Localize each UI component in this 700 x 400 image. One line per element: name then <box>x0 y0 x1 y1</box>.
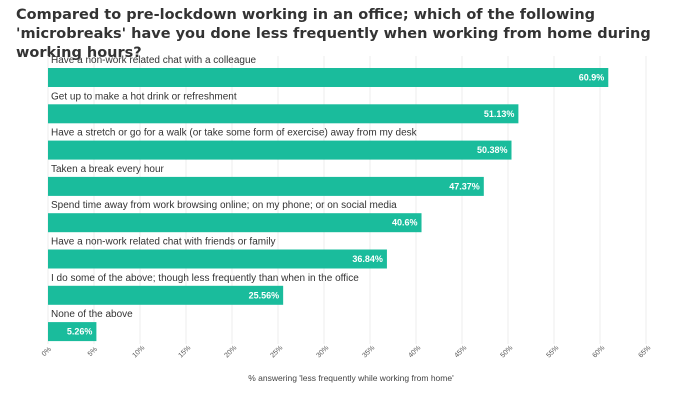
category-label: Have a non-work related chat with friend… <box>51 237 276 248</box>
value-label: 50.38% <box>477 145 508 155</box>
x-axis-label: % answering 'less frequently while worki… <box>248 373 454 383</box>
category-label: Have a stretch or go for a walk (or take… <box>51 128 418 139</box>
value-label: 47.37% <box>449 181 480 191</box>
category-label: None of the above <box>51 309 133 320</box>
bar <box>48 213 422 233</box>
x-tick-label: 0% <box>41 346 53 358</box>
bar <box>48 140 512 160</box>
category-label: I do some of the above; though less freq… <box>51 273 359 284</box>
bars: Have a non-work related chat with a coll… <box>48 55 609 342</box>
x-axis-ticks: 0% 5% 10% 15% 20% 25% 30% 35% 40% 45% 50% 55% 60% 65% <box>41 345 652 360</box>
x-tick-label: 5% <box>87 346 99 358</box>
x-tick-label: 15% <box>178 345 193 360</box>
value-label: 60.9% <box>579 73 605 83</box>
category-label: Taken a break every hour <box>51 164 165 175</box>
category-label: Spend time away from work browsing onlin… <box>51 200 397 211</box>
value-label: 40.6% <box>392 218 418 228</box>
x-tick-label: 45% <box>454 345 469 360</box>
x-tick-label: 20% <box>224 345 239 360</box>
value-label: 25.56% <box>249 290 280 300</box>
x-tick-label: 10% <box>132 345 147 360</box>
bar <box>48 322 97 342</box>
x-tick-label: 50% <box>500 345 515 360</box>
x-tick-label: 35% <box>362 345 377 360</box>
bar <box>48 104 519 124</box>
x-tick-label: 30% <box>316 345 331 360</box>
x-tick-label: 55% <box>546 345 561 360</box>
bar <box>48 68 609 87</box>
grid-lines <box>47 56 647 344</box>
category-label: Have a non-work related chat with a coll… <box>51 55 257 66</box>
x-tick-label: 60% <box>592 345 607 360</box>
value-label: 36.84% <box>352 254 383 264</box>
x-tick-label: 40% <box>408 345 423 360</box>
x-tick-label: 25% <box>270 345 285 360</box>
bar <box>48 176 484 196</box>
category-label: Get up to make a hot drink or refreshmen… <box>51 91 237 102</box>
value-label: 51.13% <box>484 109 515 119</box>
bar <box>48 285 284 305</box>
chart-title: Compared to pre-lockdown working in an o… <box>16 7 651 61</box>
bar <box>48 249 387 269</box>
x-tick-label: 65% <box>638 345 653 360</box>
value-label: 5.26% <box>67 327 93 337</box>
